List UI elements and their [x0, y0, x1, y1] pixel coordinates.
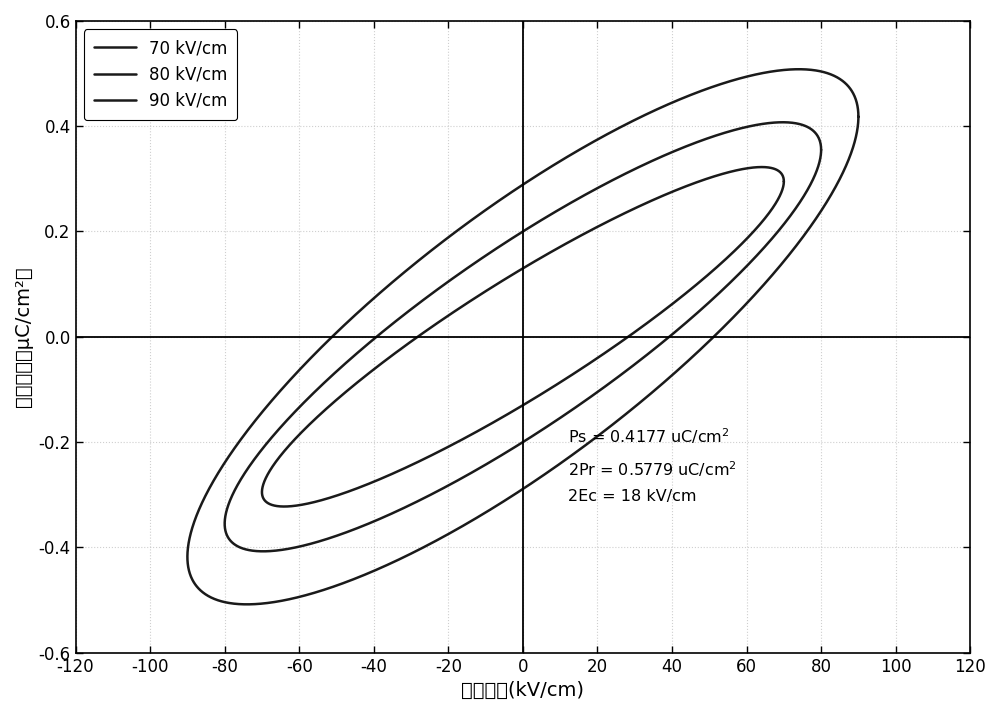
70 kV/cm: [579, 362, 591, 371]
90 kV/cm: [192, 508, 204, 517]
80 kV/cm: [800, 122, 812, 131]
70 kV/cm: [774, 191, 786, 200]
90 kV/cm: [847, 143, 859, 151]
90 kV/cm: [852, 112, 864, 121]
Y-axis label: 极化强度（μC/cm²）: 极化强度（μC/cm²）: [14, 266, 33, 407]
X-axis label: 电场强度(kV/cm): 电场强度(kV/cm): [461, 681, 584, 700]
80 kV/cm: [811, 167, 823, 176]
90 kV/cm: [847, 143, 859, 151]
80 kV/cm: [815, 146, 827, 154]
70 kV/cm: [257, 482, 269, 491]
70 kV/cm: [774, 192, 786, 201]
80 kV/cm: [588, 390, 600, 398]
80 kV/cm: [810, 167, 822, 176]
90 kV/cm: [793, 65, 805, 74]
90 kV/cm: [241, 600, 253, 608]
70 kV/cm: [264, 466, 276, 475]
Legend: 70 kV/cm, 80 kV/cm, 90 kV/cm: 70 kV/cm, 80 kV/cm, 90 kV/cm: [84, 29, 237, 120]
80 kV/cm: [815, 146, 827, 154]
90 kV/cm: [597, 428, 609, 436]
80 kV/cm: [257, 547, 269, 555]
Line: 90 kV/cm: 90 kV/cm: [187, 69, 858, 604]
70 kV/cm: [765, 164, 777, 172]
Text: Ps = 0.4177 uC/cm$^2$
2Pr = 0.5779 uC/cm$^2$
2Ec = 18 kV/cm: Ps = 0.4177 uC/cm$^2$ 2Pr = 0.5779 uC/cm…: [568, 426, 737, 503]
80 kV/cm: [228, 488, 240, 496]
80 kV/cm: [777, 118, 789, 126]
90 kV/cm: [852, 112, 864, 121]
90 kV/cm: [183, 539, 195, 548]
70 kV/cm: [756, 163, 768, 171]
70 kV/cm: [278, 502, 290, 511]
80 kV/cm: [220, 510, 232, 518]
90 kV/cm: [835, 76, 847, 84]
70 kV/cm: [778, 177, 790, 186]
Line: 80 kV/cm: 80 kV/cm: [225, 122, 821, 551]
Line: 70 kV/cm: 70 kV/cm: [262, 167, 784, 506]
70 kV/cm: [778, 177, 790, 186]
